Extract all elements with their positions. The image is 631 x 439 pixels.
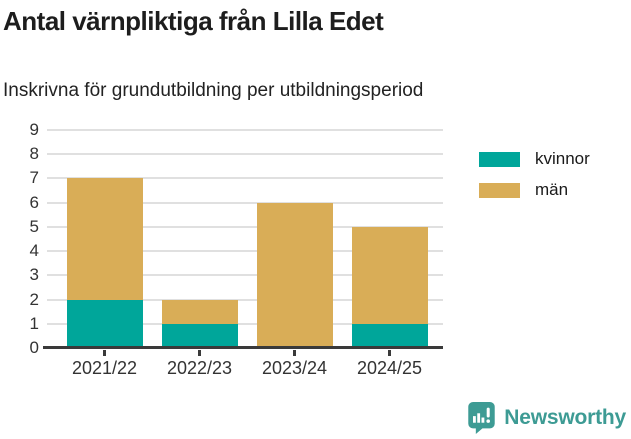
x-axis-tick-mark <box>198 350 201 356</box>
y-axis-tick-label: 3 <box>29 265 39 285</box>
y-axis-tick-label: 2 <box>29 289 39 309</box>
legend-item-män: män <box>479 180 590 200</box>
gridline <box>47 153 443 156</box>
gridline <box>47 322 443 325</box>
y-axis-tick-label: 6 <box>29 192 39 212</box>
y-axis-tick-label: 8 <box>29 144 39 164</box>
legend-label: kvinnor <box>535 149 590 168</box>
y-axis-tick-label: 0 <box>29 338 39 357</box>
brand-footer: Newsworthy <box>467 401 626 435</box>
x-axis-tick-mark <box>293 350 296 356</box>
legend-label: män <box>535 180 569 199</box>
legend-swatch-män <box>479 182 520 198</box>
x-axis-tick-label: 2022/23 <box>166 358 233 378</box>
chart-title: Antal värnpliktiga från Lilla Edet <box>3 6 384 36</box>
y-axis-tick-label: 7 <box>29 168 39 188</box>
legend: kvinnor män <box>479 149 590 211</box>
bar-segment-män <box>66 178 143 300</box>
gridline <box>47 201 443 204</box>
x-axis-tick-label: 2024/25 <box>356 358 423 378</box>
x-axis-tick-mark <box>388 350 391 356</box>
gridline <box>47 129 443 131</box>
x-axis-tick-label: 2021/22 <box>71 358 138 378</box>
y-axis-tick-label: 4 <box>29 241 39 261</box>
legend-swatch-kvinnor <box>479 151 520 167</box>
bar-segment-kvinnor <box>161 323 238 348</box>
gridline <box>47 177 443 180</box>
gridline <box>47 250 443 253</box>
legend-item-kvinnor: kvinnor <box>479 149 590 169</box>
brand-name: Newsworthy <box>504 406 626 429</box>
chart-subtitle: Inskrivna för grundutbildning per utbild… <box>3 80 424 101</box>
y-axis-tick-label: 5 <box>29 216 39 236</box>
bar-segment-män <box>256 202 333 348</box>
x-axis-line <box>43 346 443 349</box>
bar-segment-kvinnor <box>66 299 143 348</box>
gridline <box>47 298 443 301</box>
gridline <box>47 225 443 228</box>
bar-segment-män <box>351 226 428 324</box>
bar-segment-kvinnor <box>351 323 428 348</box>
gridline <box>47 274 443 277</box>
plot-area: 0 1 2 3 4 5 6 7 8 9 2021/22 2022/23 2023/24 2024/25 <box>30 120 443 378</box>
bar-segment-män <box>161 299 238 324</box>
x-axis-tick-mark <box>103 350 106 356</box>
y-axis-tick-label: 9 <box>29 120 39 139</box>
x-axis-tick-label: 2023/24 <box>261 358 328 378</box>
y-axis-tick-label: 1 <box>29 313 39 333</box>
newsworthy-logo-icon <box>467 401 496 435</box>
